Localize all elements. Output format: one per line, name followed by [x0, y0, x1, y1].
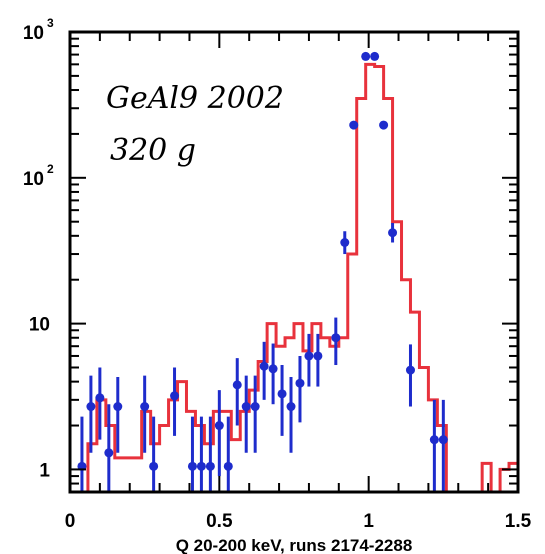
- y-tick-label: 10: [23, 23, 44, 44]
- y-tick-exponent: 2: [47, 162, 54, 176]
- point-marker: [170, 391, 180, 401]
- y-tick-exponent: 3: [47, 16, 54, 30]
- data-point: [340, 231, 350, 255]
- data-point: [361, 51, 371, 61]
- annotation-detector: GeAl9 2002: [106, 81, 284, 116]
- point-marker: [268, 364, 278, 374]
- point-marker: [250, 402, 260, 412]
- point-marker: [140, 402, 150, 412]
- x-tick-labels: 0 0.5 1 1.5: [65, 511, 532, 532]
- annotation-mass: 320 g: [110, 133, 196, 168]
- data-point: [388, 222, 398, 243]
- data-point: [295, 355, 305, 423]
- data-point: [313, 333, 323, 387]
- point-marker: [196, 461, 206, 471]
- data-point: [140, 375, 150, 453]
- data-point: [205, 416, 215, 492]
- data-point: [187, 416, 197, 492]
- point-marker: [438, 435, 448, 445]
- point-marker: [361, 51, 371, 61]
- data-point: [405, 344, 415, 407]
- data-point: [277, 365, 287, 436]
- point-marker: [304, 351, 314, 361]
- point-marker: [429, 435, 439, 445]
- point-marker: [223, 461, 233, 471]
- point-marker: [340, 237, 350, 247]
- point-marker: [232, 380, 242, 390]
- data-point: [241, 375, 251, 453]
- data-point: [113, 377, 123, 453]
- data-point: [149, 416, 159, 492]
- histogram-steps: [78, 62, 520, 494]
- point-marker: [277, 389, 287, 399]
- data-point: [104, 404, 114, 492]
- plot-frame: [68, 30, 520, 494]
- data-point: [370, 51, 380, 61]
- y-tick-label: 1: [39, 460, 50, 481]
- data-point: [304, 333, 314, 387]
- point-marker: [388, 228, 398, 238]
- point-marker: [104, 448, 114, 458]
- point-marker: [370, 51, 380, 61]
- point-marker: [187, 461, 197, 471]
- data-point: [223, 416, 233, 492]
- data-point: [86, 375, 96, 453]
- data-point: [214, 390, 224, 477]
- data-point: [250, 375, 260, 453]
- x-tick-label: 0.5: [206, 511, 233, 532]
- data-point: [95, 367, 105, 440]
- y-tick-label: 10: [29, 315, 50, 336]
- point-marker: [95, 393, 105, 403]
- data-point: [429, 399, 439, 492]
- point-marker: [259, 361, 269, 371]
- point-marker: [295, 378, 305, 388]
- data-point: [331, 317, 341, 366]
- point-marker: [405, 365, 415, 375]
- data-point: [286, 377, 296, 453]
- data-point: [77, 416, 87, 492]
- data-point: [438, 399, 448, 492]
- x-tick-label: 0: [65, 511, 76, 532]
- point-marker: [241, 402, 251, 412]
- data-point: [379, 120, 389, 130]
- point-marker: [379, 120, 389, 130]
- histogram-line: [78, 62, 520, 494]
- data-point: [170, 367, 180, 436]
- point-marker: [214, 421, 224, 431]
- point-marker: [331, 333, 341, 343]
- x-tick-label: 1: [363, 511, 374, 532]
- point-marker: [286, 402, 296, 412]
- point-marker: [349, 120, 359, 130]
- y-tick-label: 10: [23, 169, 44, 190]
- point-marker: [113, 402, 123, 412]
- point-marker: [313, 351, 323, 361]
- data-point: [268, 343, 278, 405]
- point-marker: [149, 461, 159, 471]
- data-point: [259, 341, 269, 400]
- data-point: [349, 120, 359, 130]
- data-points: [77, 51, 448, 492]
- axis-ticks: [69, 31, 519, 493]
- data-point: [232, 358, 242, 426]
- point-marker: [86, 402, 96, 412]
- point-marker: [205, 461, 215, 471]
- data-point: [196, 416, 206, 492]
- x-axis-title: Q 20-200 keV, runs 2174-2288: [176, 536, 413, 554]
- x-tick-label: 1.5: [505, 511, 532, 532]
